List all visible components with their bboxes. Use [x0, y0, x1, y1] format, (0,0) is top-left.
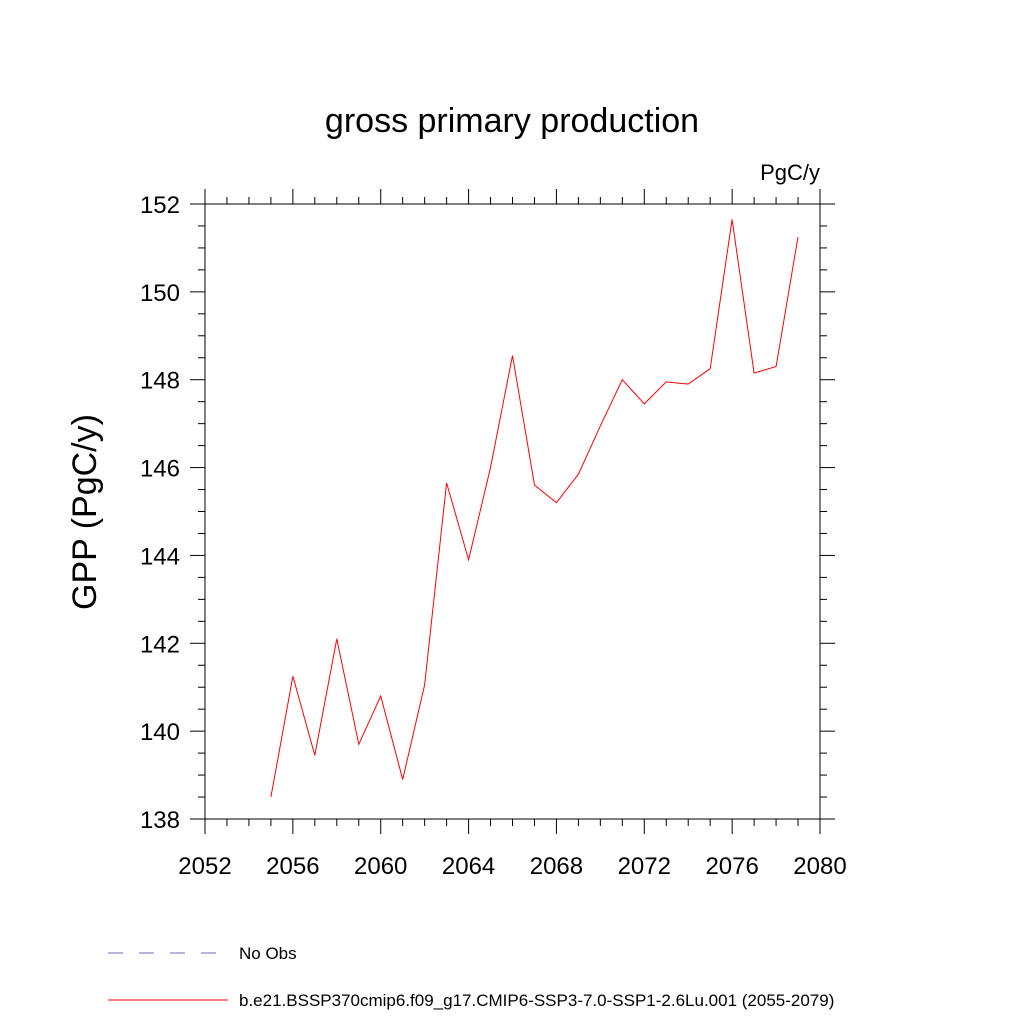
- y-tick-label: 146: [140, 456, 180, 483]
- legend: No Obs b.e21.BSSP370cmip6.f09_g17.CMIP6-S…: [108, 944, 834, 1010]
- y-axis-ticks: 138 140 142 144 146 148 150 152: [140, 192, 835, 834]
- x-tick-label: 2068: [530, 853, 583, 880]
- y-tick-label: 138: [140, 807, 180, 834]
- units-label: PgC/y: [760, 160, 820, 185]
- series-line: [270, 219, 799, 798]
- y-tick-label: 142: [140, 631, 180, 658]
- legend-label: b.e21.BSSP370cmip6.f09_g17.CMIP6-SSP3-7.…: [239, 991, 834, 1010]
- series-layer: [270, 219, 799, 798]
- x-tick-label: 2064: [442, 853, 495, 880]
- y-tick-label: 140: [140, 719, 180, 746]
- y-tick-label: 152: [140, 192, 180, 219]
- x-tick-label: 2080: [793, 853, 846, 880]
- x-axis-ticks: 2052 2056 2060 2064 2068 2072 2076 2080: [178, 189, 847, 880]
- x-tick-label: 2056: [266, 853, 319, 880]
- y-axis-label: GPP (PgC/y): [66, 414, 104, 610]
- x-tick-label: 2052: [178, 853, 231, 880]
- y-tick-label: 150: [140, 280, 180, 307]
- legend-label: No Obs: [239, 944, 297, 963]
- x-tick-label: 2076: [705, 853, 758, 880]
- y-tick-label: 148: [140, 368, 180, 395]
- y-tick-label: 144: [140, 543, 180, 570]
- plot-frame: [204, 203, 821, 820]
- x-tick-label: 2060: [354, 853, 407, 880]
- x-tick-label: 2072: [618, 853, 671, 880]
- chart-title: gross primary production: [325, 102, 699, 140]
